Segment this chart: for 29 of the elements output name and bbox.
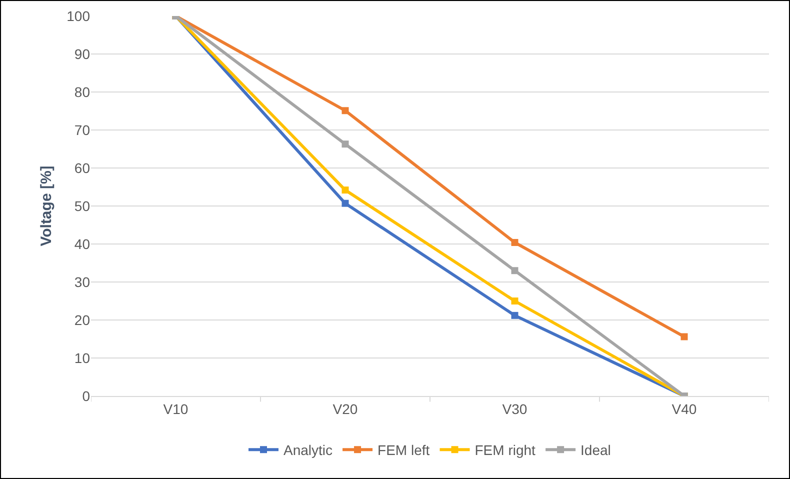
point [342,140,349,148]
y-tick-label: 50 [74,198,90,214]
y-tick-label: 30 [74,274,90,290]
y-tick-label: 80 [74,84,90,100]
legend-label: Analytic [284,442,333,458]
y-axis-title: Voltage [%] [38,166,55,246]
x-tick-label: V40 [672,400,697,417]
point [680,333,688,340]
legend-label: FEM left [378,442,430,458]
y-tick-label: 100 [66,8,90,24]
y-tick-label: 40 [74,236,90,252]
y-tick-label: 10 [74,350,90,366]
legend-label: Ideal [580,442,611,458]
x-tick-label: V20 [332,400,358,417]
y-tick-label: 90 [74,46,90,62]
x-tick-label: V30 [502,400,528,417]
y-tick-label: 70 [74,122,90,138]
point [511,267,518,274]
x-tick-label: V10 [163,400,188,417]
y-tick-label: 60 [74,160,90,176]
point [511,298,518,304]
y-tick-label: 20 [74,312,90,328]
point [342,200,349,207]
point [342,186,349,194]
point [511,238,518,246]
point [511,312,518,319]
point [342,107,349,114]
legend-label: FEM right [474,442,536,458]
y-tick-label: 0 [82,388,90,404]
